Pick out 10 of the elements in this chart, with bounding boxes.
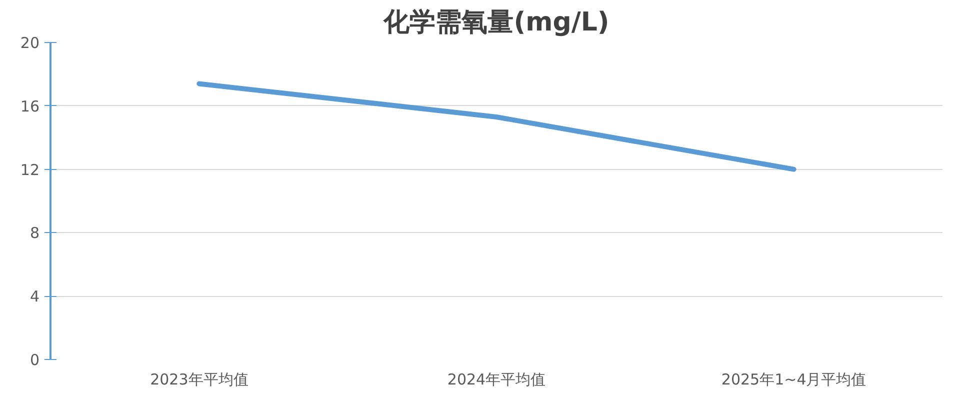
x-tick-label: 2025年1~4月平均值 <box>721 370 866 388</box>
chart-title: 化学需氧量(mg/L) <box>382 8 610 38</box>
y-tick-label: 12 <box>20 160 40 179</box>
x-tick-label: 2023年平均值 <box>150 370 248 388</box>
y-tick-label: 4 <box>30 288 40 306</box>
y-tick-label: 0 <box>30 351 40 369</box>
y-tick-label: 16 <box>20 97 40 116</box>
x-tick-label: 2024年平均值 <box>447 370 546 388</box>
y-tick-label: 8 <box>30 224 40 242</box>
y-tick-label: 20 <box>20 34 40 52</box>
